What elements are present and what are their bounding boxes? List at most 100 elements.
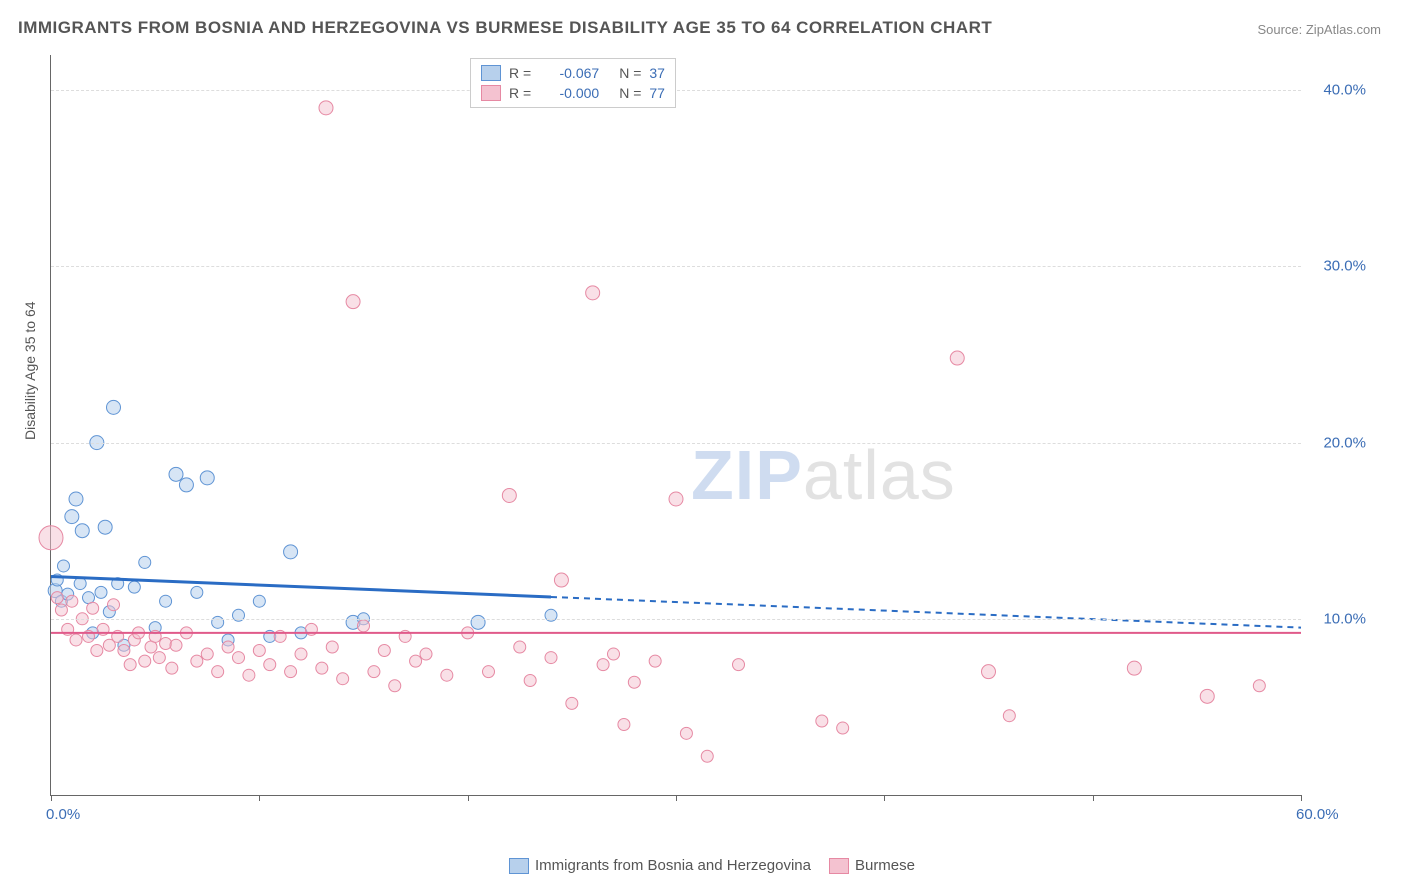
y-tick-label: 30.0% [1323,258,1366,275]
r-label: R = [509,65,531,81]
data-point [39,526,63,550]
data-point [586,286,600,300]
data-point [649,655,661,667]
r-label: R = [509,85,531,101]
data-point [1003,710,1015,722]
data-point [191,586,203,598]
data-point [389,680,401,692]
bottom-legend: Immigrants from Bosnia and Herzegovina Bu… [0,857,1406,874]
data-point [420,648,432,660]
x-tick-label: 0.0% [46,806,80,823]
n-value: 77 [649,85,665,101]
data-point [701,750,713,762]
data-point [1253,680,1265,692]
data-point [554,573,568,587]
data-point [358,620,370,632]
data-point [107,400,121,414]
n-value: 37 [649,65,665,81]
data-point [733,659,745,671]
data-point [608,648,620,660]
x-tick [676,795,677,801]
data-point [51,592,63,604]
legend-series-label: Burmese [855,857,915,874]
data-point [597,659,609,671]
data-point [166,662,178,674]
legend-stat-row: R = -0.000 N = 77 [481,83,665,103]
data-point [680,727,692,739]
chart-container: IMMIGRANTS FROM BOSNIA AND HERZEGOVINA V… [0,0,1406,892]
data-point [243,669,255,681]
r-value: -0.000 [539,85,599,101]
data-point [253,595,265,607]
data-point [222,641,234,653]
data-point [118,645,130,657]
data-point [58,560,70,572]
data-point [87,602,99,614]
data-point [837,722,849,734]
data-point [316,662,328,674]
data-point [337,673,349,685]
data-point [816,715,828,727]
data-point [139,655,151,667]
data-point [66,595,78,607]
data-point [566,697,578,709]
grid-line [51,619,1301,620]
data-point [524,674,536,686]
x-tick [468,795,469,801]
data-point [319,101,333,115]
data-point [98,520,112,534]
data-point [368,666,380,678]
data-point [75,524,89,538]
scatter-svg [51,55,1301,795]
data-point [200,471,214,485]
data-point [410,655,422,667]
legend-swatch [829,858,849,874]
legend-swatch [481,65,501,81]
data-point [502,488,516,502]
legend-stats-box: R = -0.067 N = 37 R = -0.000 N = 77 [470,58,676,108]
data-point [55,604,67,616]
data-point [70,634,82,646]
data-point [950,351,964,365]
n-label: N = [619,65,641,81]
y-axis-title: Disability Age 35 to 64 [22,301,38,440]
legend-series-label: Immigrants from Bosnia and Herzegovina [535,857,811,874]
data-point [201,648,213,660]
data-point [346,295,360,309]
x-tick [1093,795,1094,801]
data-point [124,659,136,671]
data-point [153,652,165,664]
data-point [95,586,107,598]
data-point [471,615,485,629]
x-tick [259,795,260,801]
data-point [483,666,495,678]
data-point [1200,689,1214,703]
data-point [545,652,557,664]
data-point [295,648,307,660]
data-point [326,641,338,653]
x-tick-label: 60.0% [1296,806,1339,823]
data-point [285,666,297,678]
data-point [179,478,193,492]
data-point [284,545,298,559]
x-tick [51,795,52,801]
data-point [514,641,526,653]
data-point [628,676,640,688]
data-point [212,666,224,678]
legend-swatch [509,858,529,874]
y-tick-label: 10.0% [1323,610,1366,627]
data-point [170,639,182,651]
r-value: -0.067 [539,65,599,81]
data-point [91,645,103,657]
data-point [169,467,183,481]
y-tick-label: 20.0% [1323,434,1366,451]
plot-area: ZIPatlas 10.0%20.0%30.0%40.0%0.0%60.0% [50,55,1301,796]
source-attribution: Source: ZipAtlas.com [1257,22,1381,37]
grid-line [51,90,1301,91]
n-label: N = [619,85,641,101]
data-point [139,556,151,568]
trend-line-solid [51,577,551,597]
grid-line [51,266,1301,267]
data-point [253,645,265,657]
trend-line-dashed [551,597,1301,628]
